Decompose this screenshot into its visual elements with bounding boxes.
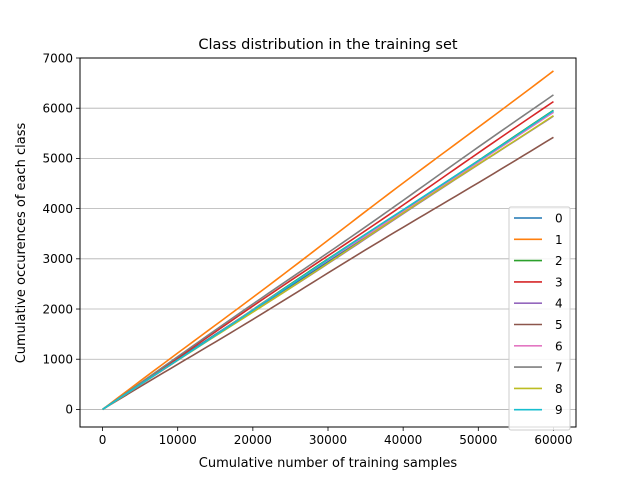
y-tick-label: 6000 — [42, 102, 73, 116]
y-tick-label: 0 — [65, 403, 73, 417]
legend-label-7: 7 — [555, 361, 563, 375]
x-tick-label: 30000 — [309, 433, 347, 447]
legend-label-2: 2 — [555, 254, 563, 268]
y-axis-label: Cumulative occurences of each class — [14, 122, 29, 363]
legend-label-5: 5 — [555, 318, 563, 332]
y-tick-label: 7000 — [42, 51, 73, 65]
chart-title: Class distribution in the training set — [198, 37, 457, 53]
legend-label-4: 4 — [555, 297, 563, 311]
legend-box — [508, 206, 571, 431]
x-tick-label: 50000 — [459, 433, 497, 447]
x-tick-label: 10000 — [159, 433, 197, 447]
legend-label-1: 1 — [555, 233, 563, 247]
series-line-3 — [102, 100, 554, 411]
y-tick-label: 5000 — [42, 152, 73, 166]
x-tick-label: 20000 — [234, 433, 272, 447]
series-line-5 — [102, 136, 554, 411]
series-line-7 — [102, 94, 554, 411]
legend-label-8: 8 — [555, 382, 563, 396]
x-tick-label: 60000 — [534, 433, 572, 447]
legend-label-3: 3 — [555, 275, 563, 289]
legend-label-9: 9 — [555, 403, 563, 417]
legend-label-0: 0 — [555, 212, 563, 226]
legend: 0 1 2 3 4 5 6 7 8 9 — [508, 206, 571, 431]
series-line-9 — [102, 110, 554, 411]
legend-label-6: 6 — [555, 339, 563, 353]
ticks-layer: 0 10000 20000 30000 40000 50000 60000010002000… — [42, 51, 572, 447]
y-tick-label: 3000 — [42, 252, 73, 266]
y-tick-label: 1000 — [42, 353, 73, 367]
y-tick-label: 2000 — [42, 302, 73, 316]
x-tick-label: 40000 — [384, 433, 422, 447]
y-tick-label: 4000 — [42, 202, 73, 216]
x-tick-label: 0 — [99, 433, 107, 447]
series-layer — [102, 70, 554, 411]
x-axis-label: Cumulative number of training samples — [199, 456, 458, 471]
series-line-1 — [102, 70, 554, 411]
